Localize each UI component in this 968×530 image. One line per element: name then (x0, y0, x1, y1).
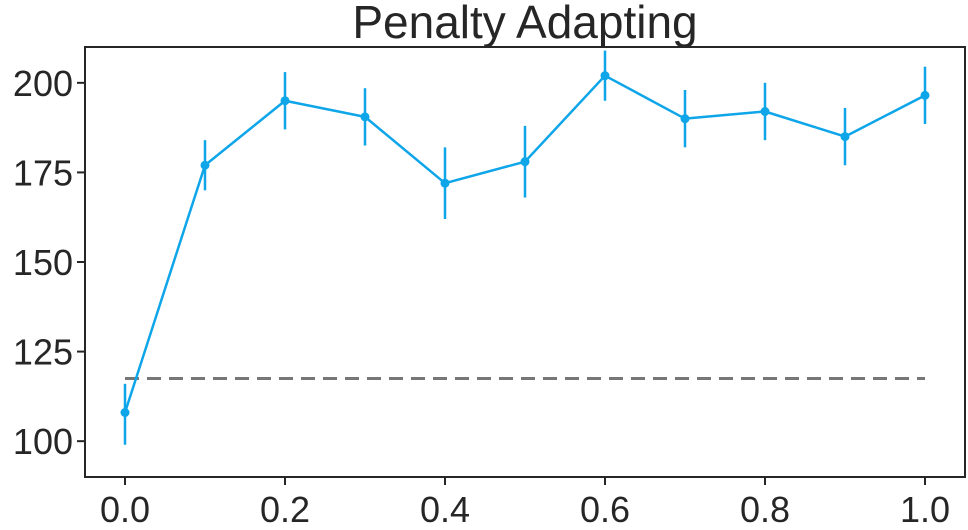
data-point (920, 90, 930, 100)
y-tick-label: 100 (13, 421, 73, 462)
x-axis-ticks: 0.0 0.2 0.4 0.6 0.8 1.0 (100, 477, 950, 530)
data-point (440, 178, 450, 188)
x-tick-label: 0.8 (740, 489, 790, 530)
data-point (280, 96, 290, 106)
x-tick-label: 0.6 (580, 489, 630, 530)
x-tick-label: 0.0 (100, 489, 150, 530)
data-point (520, 157, 530, 167)
data-point (120, 408, 130, 417)
y-tick-label: 200 (13, 63, 73, 104)
chart-title: Penalty Adapting (352, 0, 697, 48)
data-point (760, 107, 770, 116)
data-point (360, 112, 370, 122)
y-tick-label: 150 (13, 242, 73, 283)
data-point (600, 71, 610, 81)
y-tick-label: 175 (13, 152, 73, 193)
data-point (840, 132, 850, 142)
y-axis-ticks: 100 125 150 175 200 (13, 63, 85, 462)
series-layer (120, 50, 930, 445)
y-tick-label: 125 (13, 332, 73, 373)
x-tick-label: 0.2 (260, 489, 310, 530)
data-point (200, 160, 210, 170)
plot-frame (84, 46, 966, 478)
x-tick-label: 0.4 (420, 489, 470, 530)
data-point (680, 114, 690, 124)
x-tick-label: 1.0 (900, 489, 950, 530)
